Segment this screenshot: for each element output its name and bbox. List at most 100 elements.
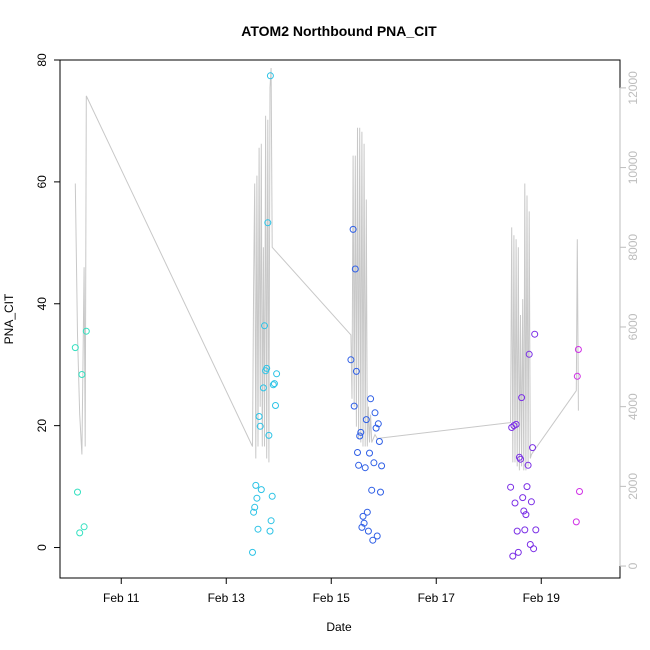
- data-point: [523, 483, 531, 491]
- data-point: [511, 499, 519, 507]
- data-point: [367, 395, 375, 403]
- bottom-tick-label: Feb 19: [523, 591, 561, 605]
- left-axis: 0 20 40 60 80: [35, 53, 61, 551]
- data-point: [74, 488, 81, 496]
- y-axis-label: PNA_CIT: [2, 293, 16, 344]
- data-point: [257, 486, 265, 494]
- right-axis: 0 2000 4000 6000 8000 10000 12000: [619, 71, 640, 569]
- data-point: [572, 518, 580, 526]
- data-point: [531, 330, 539, 338]
- data-point: [357, 428, 365, 436]
- left-tick-label: 20: [35, 419, 49, 433]
- data-point: [514, 548, 522, 556]
- plot-area-frame: [59, 59, 621, 579]
- data-point: [253, 494, 261, 502]
- data-point: [272, 402, 279, 409]
- data-point: [513, 527, 521, 535]
- data-point: [372, 424, 380, 432]
- data-point: [255, 413, 263, 420]
- data-point: [259, 384, 267, 392]
- data-point: [360, 519, 368, 527]
- data-point: [509, 552, 517, 560]
- right-tick-label: 4000: [626, 393, 640, 420]
- left-tick-label: 80: [35, 53, 49, 67]
- data-point: [251, 503, 259, 511]
- data-point: [517, 455, 524, 463]
- series-line-0: [74, 67, 579, 471]
- data-point: [354, 449, 361, 456]
- data-point: [78, 371, 86, 378]
- data-point: [512, 420, 520, 428]
- data-point: [524, 461, 532, 469]
- data-point: [363, 508, 371, 516]
- data-point: [266, 72, 274, 80]
- left-tick-label: 0: [35, 544, 49, 551]
- right-tick-label: 10000: [626, 151, 640, 185]
- data-point: [71, 344, 79, 352]
- data-point: [266, 527, 274, 535]
- left-tick-label: 60: [35, 175, 49, 189]
- data-point: [576, 488, 583, 495]
- data-point: [347, 356, 355, 364]
- bottom-tick-label: Feb 15: [313, 591, 351, 605]
- data-point: [82, 327, 90, 335]
- data-point: [359, 512, 367, 520]
- data-point: [518, 394, 526, 402]
- data-point: [362, 416, 370, 424]
- bottom-tick-label: Feb 13: [208, 591, 246, 605]
- chart-title: ATOM2 Northbound PNA_CIT: [241, 23, 437, 39]
- data-point: [527, 498, 535, 506]
- data-point: [270, 380, 278, 388]
- data-point: [573, 372, 581, 380]
- data-point: [356, 432, 364, 440]
- left-tick-label: 40: [35, 297, 49, 311]
- right-axis-line-layer: [74, 67, 579, 471]
- points-layer: [71, 72, 583, 560]
- data-point: [250, 508, 258, 516]
- data-point: [352, 367, 360, 375]
- data-point: [254, 525, 262, 533]
- data-point: [366, 449, 373, 457]
- data-point: [361, 464, 369, 472]
- data-point: [263, 364, 271, 372]
- right-tick-label: 0: [626, 562, 640, 569]
- right-tick-label: 2000: [626, 473, 640, 500]
- data-point: [269, 381, 277, 389]
- data-point: [526, 541, 534, 548]
- data-point: [268, 492, 276, 500]
- bottom-tick-label: Feb 11: [103, 591, 140, 605]
- data-point: [350, 402, 358, 410]
- data-point: [249, 548, 256, 556]
- data-point: [358, 523, 366, 531]
- data-point: [574, 346, 582, 353]
- data-point: [273, 370, 281, 378]
- x-axis-label: Date: [326, 620, 352, 634]
- data-point: [256, 422, 264, 430]
- data-point: [522, 511, 530, 519]
- data-point: [521, 526, 529, 534]
- data-point: [507, 483, 515, 491]
- right-tick-label: 8000: [626, 234, 640, 261]
- data-point: [267, 517, 275, 525]
- data-point: [374, 420, 382, 428]
- data-point: [370, 459, 378, 467]
- bottom-axis: Feb 11 Feb 13 Feb 15 Feb 17 Feb 19: [103, 577, 561, 605]
- data-point: [530, 545, 538, 553]
- bottom-tick-label: Feb 17: [418, 591, 456, 605]
- data-point: [265, 431, 273, 439]
- data-point: [525, 350, 533, 358]
- data-point: [261, 322, 268, 330]
- data-point: [532, 526, 540, 534]
- data-point: [519, 494, 527, 502]
- data-point: [369, 536, 377, 544]
- data-point: [80, 523, 88, 531]
- right-tick-label: 6000: [626, 313, 640, 340]
- data-point: [529, 444, 536, 452]
- data-point: [378, 462, 386, 470]
- data-point: [76, 529, 84, 537]
- data-point: [364, 527, 372, 535]
- data-point: [264, 219, 272, 227]
- data-point: [252, 481, 260, 489]
- data-point: [377, 488, 384, 496]
